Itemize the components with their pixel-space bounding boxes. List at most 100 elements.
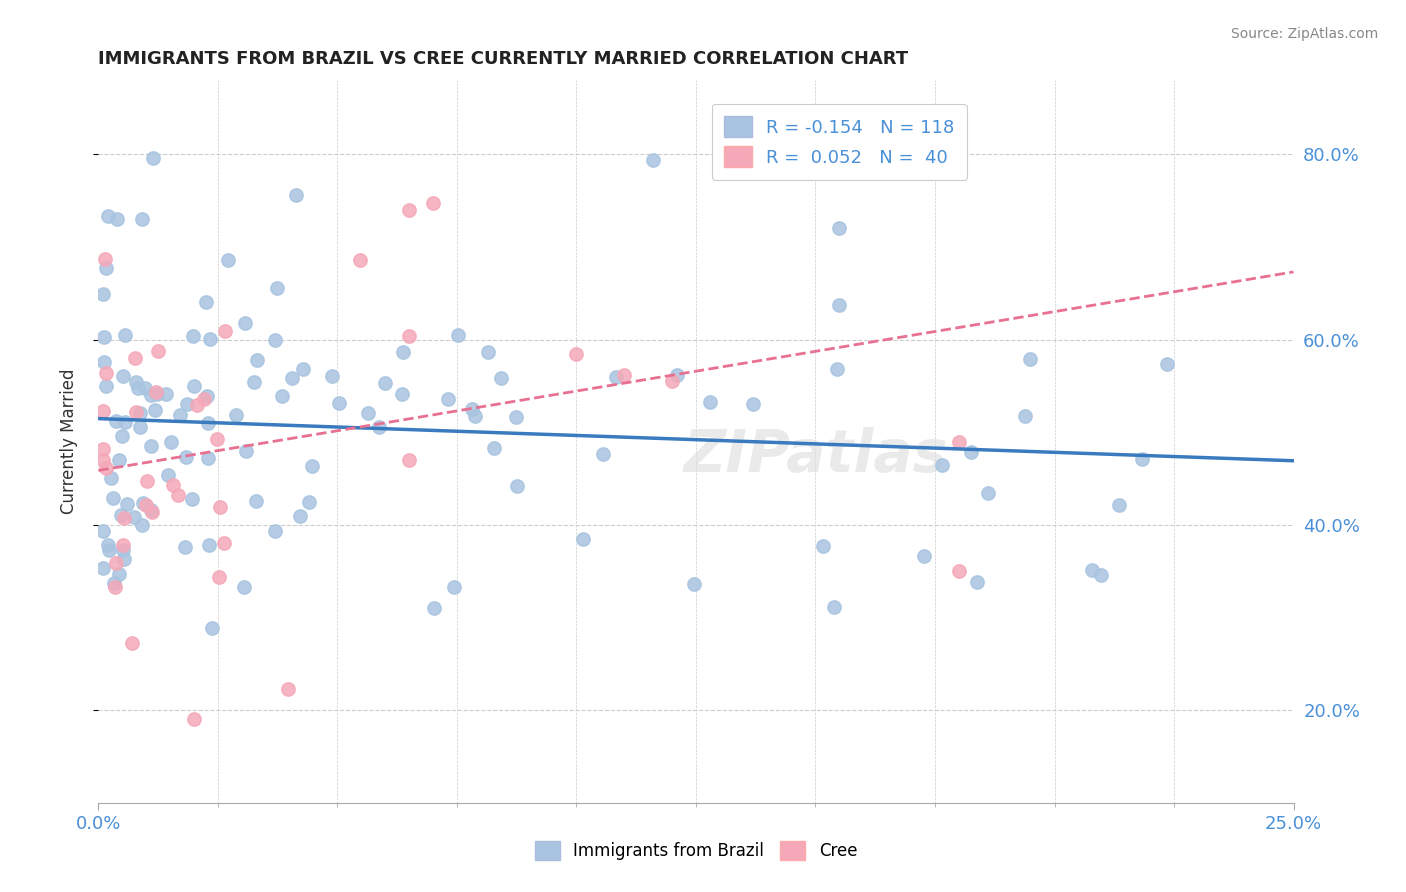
Point	[186, 398, 208, 412]
Point	[1108, 498, 1130, 512]
Point	[264, 524, 287, 539]
Point	[298, 495, 321, 509]
Point	[91, 452, 114, 467]
Point	[134, 381, 156, 395]
Point	[948, 111, 970, 125]
Point	[235, 443, 257, 458]
Point	[97, 538, 120, 552]
Point	[197, 416, 219, 430]
Point	[243, 376, 266, 390]
Point	[263, 333, 285, 347]
Point	[437, 392, 460, 407]
Point	[114, 552, 136, 566]
Point	[94, 379, 117, 393]
Point	[506, 479, 529, 493]
Point	[148, 343, 170, 358]
Point	[1090, 568, 1112, 582]
Point	[398, 329, 420, 343]
Point	[666, 368, 689, 382]
Point	[103, 576, 125, 591]
Point	[301, 458, 323, 473]
Point	[93, 355, 115, 369]
Point	[605, 370, 627, 384]
Point	[1130, 452, 1153, 467]
Point	[107, 567, 129, 582]
Point	[232, 580, 254, 594]
Point	[572, 533, 595, 547]
Point	[111, 368, 134, 383]
Point	[1019, 352, 1042, 367]
Point	[128, 420, 150, 434]
Point	[368, 420, 391, 434]
Point	[966, 575, 988, 590]
Point	[142, 151, 165, 165]
Point	[321, 369, 343, 384]
Point	[460, 402, 482, 417]
Point	[160, 434, 183, 449]
Point	[91, 442, 114, 456]
Point	[107, 453, 129, 467]
Point	[641, 153, 664, 167]
Point	[225, 408, 247, 422]
Point	[139, 503, 162, 517]
Point	[200, 332, 222, 346]
Point	[155, 386, 177, 401]
Point	[212, 536, 235, 550]
Point	[482, 442, 505, 456]
Point	[205, 432, 228, 446]
Point	[422, 195, 444, 210]
Point	[912, 549, 935, 564]
Point	[115, 497, 138, 511]
Point	[391, 386, 413, 401]
Point	[245, 494, 267, 508]
Point	[91, 561, 114, 575]
Point	[565, 347, 588, 361]
Point	[100, 471, 122, 485]
Point	[111, 542, 134, 557]
Point	[422, 600, 444, 615]
Point	[290, 509, 312, 524]
Point	[233, 316, 256, 330]
Point	[141, 505, 163, 519]
Point	[682, 577, 704, 591]
Point	[169, 408, 191, 422]
Point	[121, 636, 143, 650]
Point	[977, 485, 1000, 500]
Point	[93, 330, 115, 344]
Point	[104, 580, 127, 594]
Point	[162, 477, 184, 491]
Point	[183, 379, 205, 393]
Point	[505, 410, 527, 425]
Point	[98, 542, 121, 557]
Point	[146, 387, 169, 401]
Point	[356, 406, 378, 420]
Point	[661, 374, 683, 388]
Point	[101, 491, 124, 506]
Point	[94, 252, 117, 266]
Point	[128, 406, 150, 420]
Point	[825, 362, 848, 376]
Point	[105, 556, 128, 570]
Point	[699, 395, 721, 409]
Point	[197, 451, 219, 466]
Point	[948, 434, 970, 449]
Point	[91, 287, 114, 301]
Point	[491, 371, 513, 385]
Point	[183, 713, 205, 727]
Point	[105, 414, 128, 428]
Point	[114, 416, 136, 430]
Point	[96, 261, 118, 276]
Point	[141, 388, 163, 402]
Point	[349, 253, 371, 268]
Point	[398, 453, 420, 467]
Point	[266, 281, 288, 295]
Point	[124, 351, 146, 366]
Point	[97, 209, 120, 223]
Point	[741, 397, 763, 411]
Point	[94, 460, 117, 475]
Point	[271, 389, 294, 403]
Point	[156, 467, 179, 482]
Point	[1014, 409, 1036, 424]
Point	[828, 221, 851, 235]
Point	[91, 404, 114, 418]
